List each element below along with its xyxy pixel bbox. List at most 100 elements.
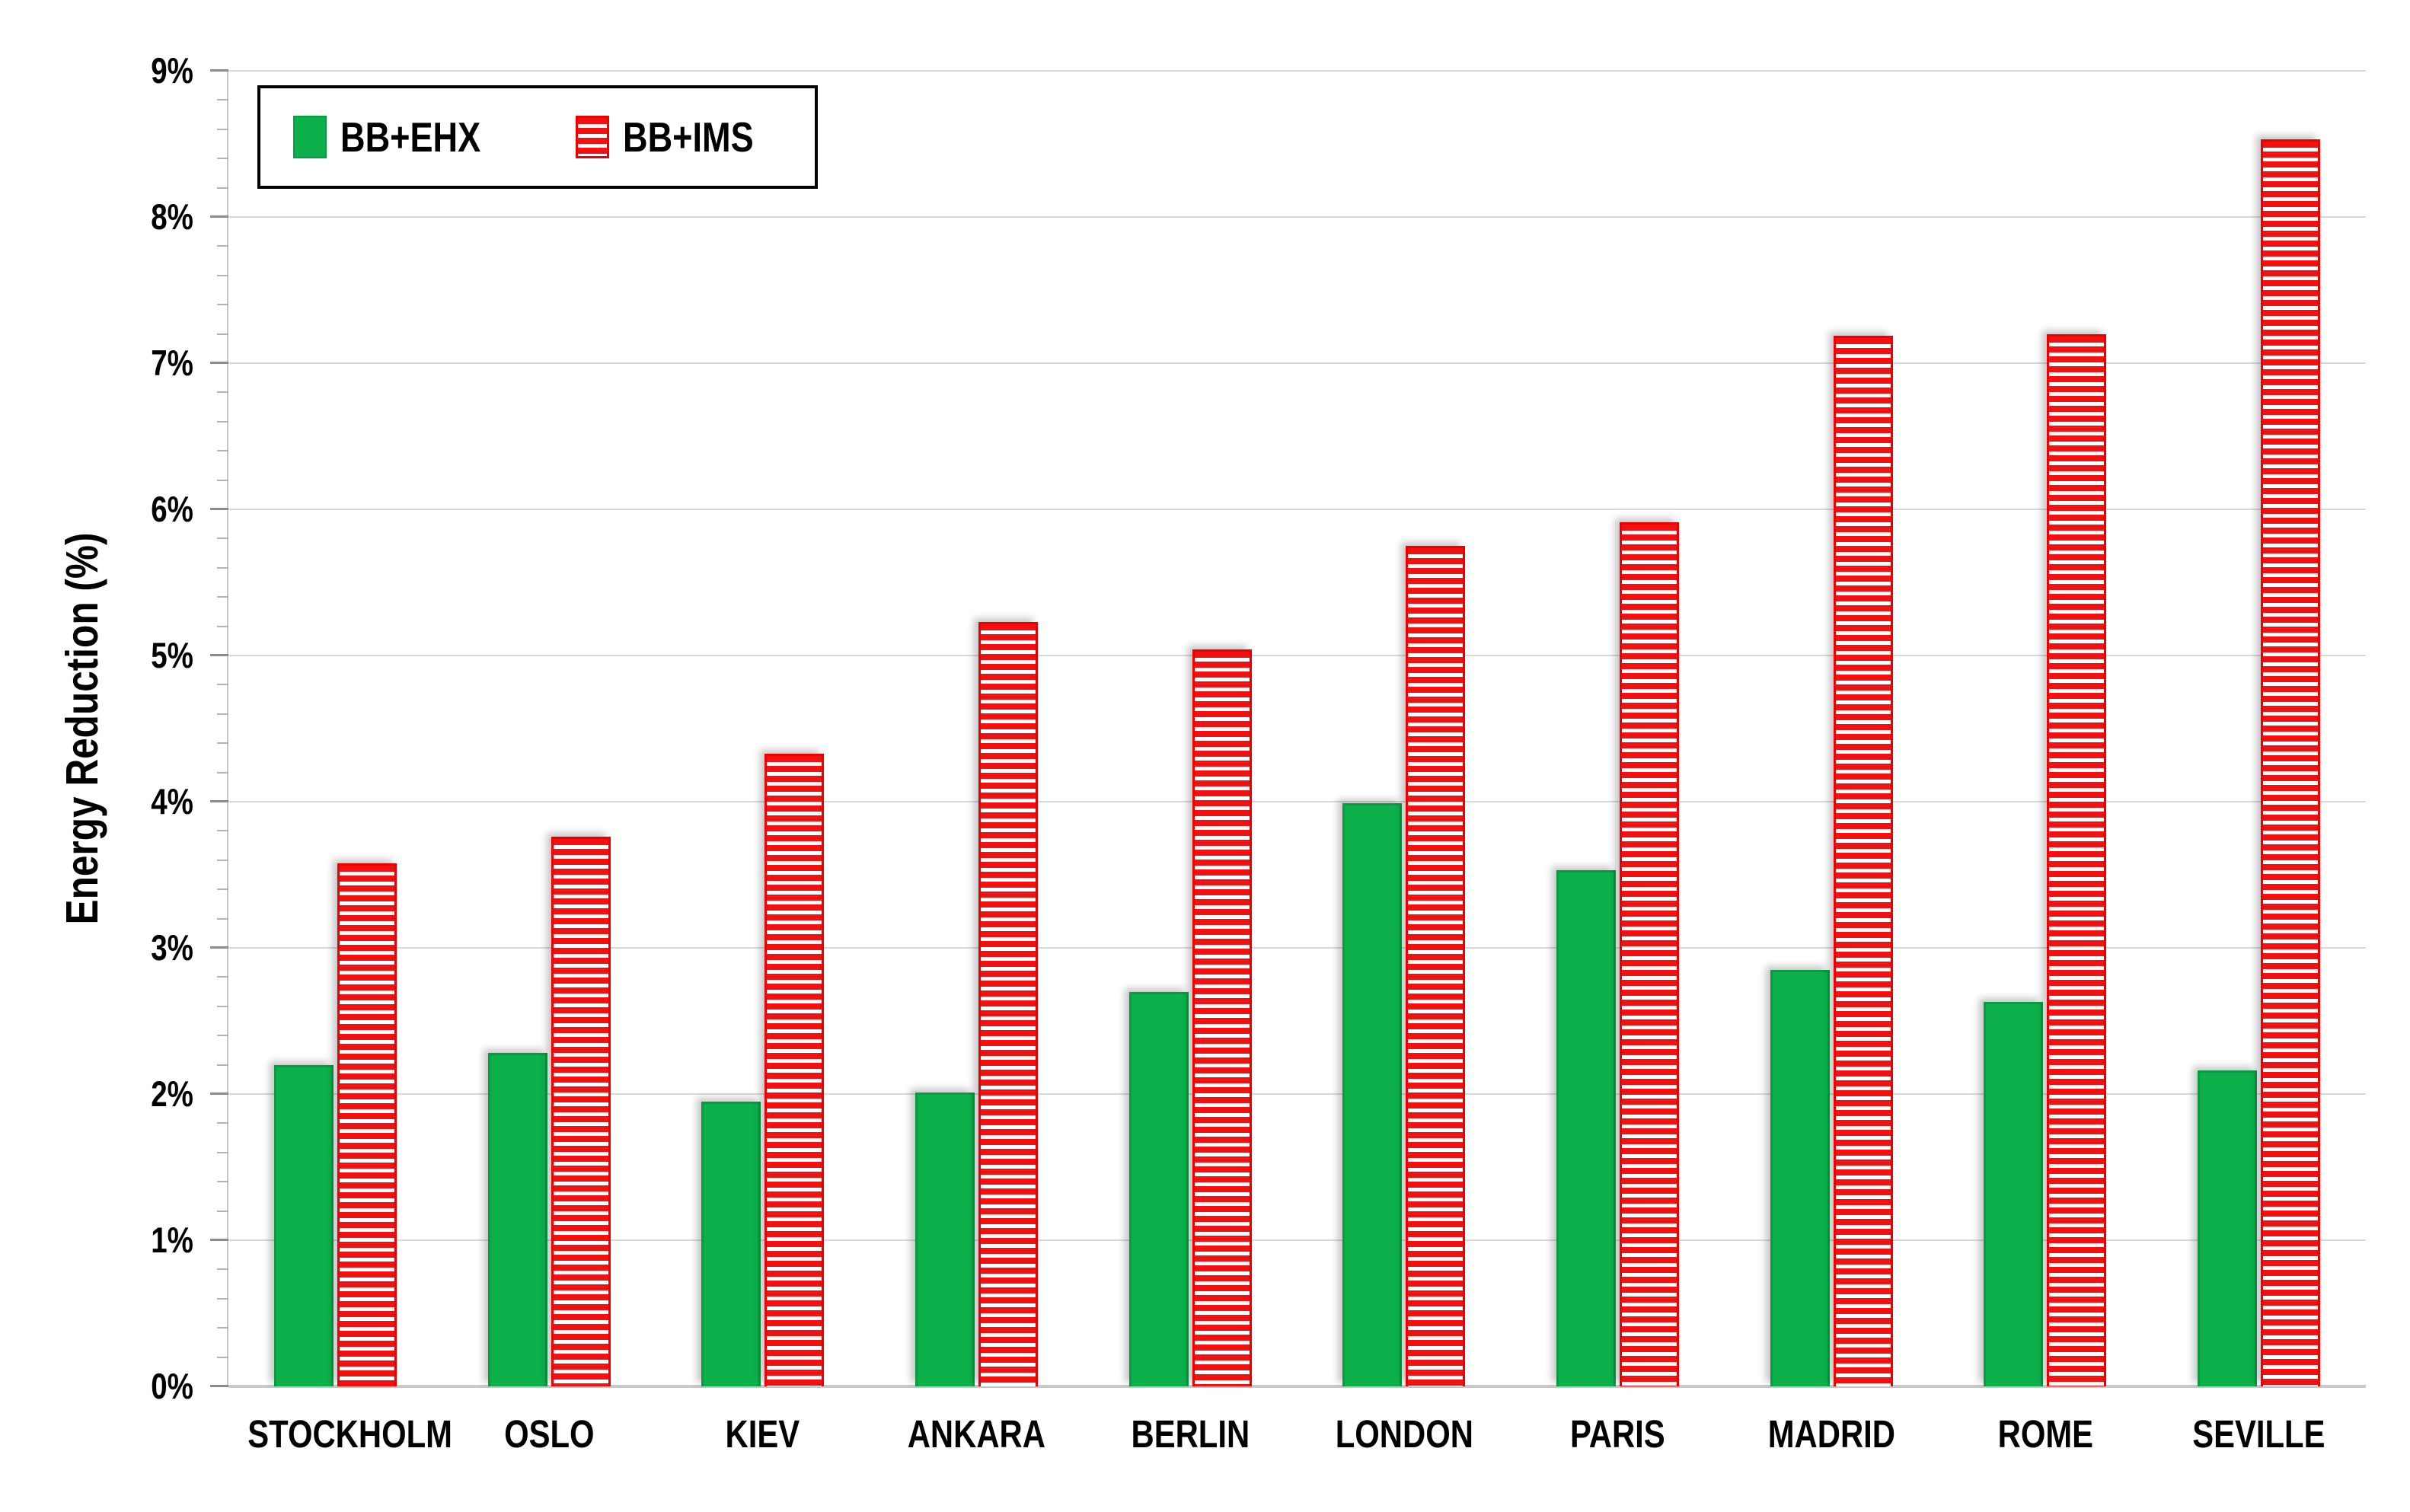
bar-bb-ims-ankara — [978, 621, 1038, 1386]
bar-group-rome — [1939, 71, 2153, 1386]
y-minor-tick-4.6 — [217, 713, 228, 715]
bar-bb-ims-berlin — [1192, 649, 1252, 1386]
y-major-tick-3 — [210, 946, 228, 949]
y-major-tick-1 — [210, 1239, 228, 1242]
y-tick-label-4: 4% — [151, 781, 193, 822]
y-minor-tick-6.8 — [217, 391, 228, 394]
bar-group-stockholm — [228, 71, 442, 1386]
y-minor-tick-3.4 — [217, 888, 228, 891]
gridline-8 — [228, 216, 2366, 219]
y-minor-tick-7.6 — [217, 274, 228, 276]
x-label-seville: SEVILLE — [2192, 1412, 2325, 1456]
y-minor-tick-7.2 — [217, 333, 228, 335]
bar-group-ankara — [870, 71, 1084, 1386]
y-minor-tick-7.8 — [217, 245, 228, 247]
y-major-tick-7 — [210, 362, 228, 364]
y-major-tick-8 — [210, 215, 228, 219]
legend-swatch-bb-ehx — [293, 116, 327, 158]
bar-bb-ims-seville — [2261, 139, 2321, 1386]
y-minor-tick-5.8 — [217, 537, 228, 540]
y-minor-tick-5.4 — [217, 596, 228, 598]
y-minor-tick-4.8 — [217, 684, 228, 686]
bar-bb-ims-oslo — [551, 837, 611, 1386]
y-axis-tick-labels: 0% 1% 2% 3% 4% 5% 6% 7% 8% 9% — [0, 53, 193, 1404]
bar-group-madrid — [1725, 71, 1939, 1386]
y-minor-tick-1.8 — [217, 1122, 228, 1124]
y-minor-tick-3.2 — [217, 917, 228, 920]
y-major-tick-0 — [210, 1385, 228, 1387]
bar-bb-ehx-madrid — [1770, 969, 1830, 1386]
y-minor-tick-4.2 — [217, 771, 228, 774]
bar-bb-ehx-oslo — [487, 1053, 547, 1386]
x-label-madrid: MADRID — [1767, 1412, 1895, 1456]
gridline-5 — [228, 655, 2366, 656]
y-minor-tick-8.6 — [217, 128, 228, 130]
x-axis-category-labels: STOCKHOLM OSLO KIEV ANKARA BERLIN LONDON PARIS… — [228, 1413, 2366, 1466]
y-axis-line — [227, 71, 228, 1386]
y-major-tick-6 — [210, 508, 228, 511]
bar-bb-ehx-seville — [2198, 1070, 2258, 1386]
y-tick-label-8: 8% — [151, 196, 193, 238]
y-minor-tick-2.8 — [217, 976, 228, 978]
y-tick-label-6: 6% — [151, 489, 193, 530]
bar-group-berlin — [1084, 71, 1298, 1386]
x-label-kiev: KIEV — [725, 1412, 800, 1456]
legend-item-bb-ims: BB+IMS — [575, 116, 782, 158]
y-major-tick-5 — [210, 654, 228, 656]
y-tick-label-2: 2% — [151, 1073, 193, 1115]
bar-bb-ehx-stockholm — [273, 1064, 334, 1386]
bar-bb-ims-stockholm — [337, 863, 397, 1386]
bar-bb-ehx-kiev — [701, 1101, 761, 1386]
x-label-london: LONDON — [1335, 1412, 1473, 1456]
y-minor-tick-7.4 — [217, 304, 228, 306]
bar-group-kiev — [656, 71, 870, 1386]
gridline-6 — [228, 509, 2366, 511]
bar-bb-ehx-rome — [1984, 1002, 2044, 1386]
y-minor-tick-0.4 — [217, 1327, 228, 1329]
legend-item-bb-ehx: BB+EHX — [293, 116, 512, 158]
y-tick-label-7: 7% — [151, 343, 193, 383]
x-label-oslo: OSLO — [503, 1412, 595, 1456]
y-minor-tick-2.2 — [217, 1064, 228, 1066]
gridline-2 — [228, 1093, 2366, 1096]
bar-bb-ehx-ankara — [915, 1093, 975, 1386]
y-major-tick-4 — [210, 800, 228, 803]
y-minor-tick-0.2 — [217, 1356, 228, 1358]
y-minor-tick-6.4 — [217, 450, 228, 452]
bar-bb-ehx-berlin — [1128, 991, 1189, 1386]
y-tick-label-9: 9% — [151, 50, 193, 91]
y-tick-label-3: 3% — [151, 927, 193, 968]
y-minor-tick-2.4 — [217, 1035, 228, 1037]
gridline-3 — [228, 947, 2366, 949]
bar-bb-ims-kiev — [764, 753, 825, 1386]
gridline-1 — [228, 1239, 2366, 1242]
legend-swatch-bb-ims — [575, 116, 609, 158]
y-minor-tick-6.6 — [217, 420, 228, 423]
y-minor-tick-6.2 — [217, 479, 228, 481]
y-minor-tick-5.2 — [217, 625, 228, 627]
y-minor-tick-0.8 — [217, 1268, 228, 1271]
y-minor-tick-8.2 — [217, 187, 228, 189]
y-tick-label-0: 0% — [151, 1366, 193, 1406]
plot-area — [210, 69, 2366, 1388]
gridline-0 — [228, 1385, 2366, 1388]
y-minor-tick-5.6 — [217, 566, 228, 569]
y-minor-tick-4.4 — [217, 742, 228, 745]
x-label-ankara: ANKARA — [907, 1412, 1046, 1456]
gridline-4 — [228, 801, 2366, 803]
x-label-berlin: BERLIN — [1131, 1412, 1250, 1456]
y-minor-tick-3.6 — [217, 859, 228, 861]
y-major-tick-2 — [210, 1093, 228, 1096]
bar-bb-ims-paris — [1620, 522, 1680, 1386]
y-tick-label-5: 5% — [151, 635, 193, 675]
y-minor-tick-3.8 — [217, 830, 228, 832]
bar-group-london — [1298, 71, 1511, 1386]
x-label-rome: ROME — [1997, 1412, 2093, 1456]
bar-group-paris — [1511, 71, 1725, 1386]
legend-label-bb-ehx: BB+EHX — [340, 113, 481, 161]
x-label-stockholm: STOCKHOLM — [247, 1412, 452, 1456]
bar-bb-ims-rome — [2047, 333, 2107, 1386]
y-tick-label-1: 1% — [151, 1220, 193, 1261]
legend: BB+EHX BB+IMS — [257, 85, 818, 189]
y-minor-tick-1.2 — [217, 1210, 228, 1212]
